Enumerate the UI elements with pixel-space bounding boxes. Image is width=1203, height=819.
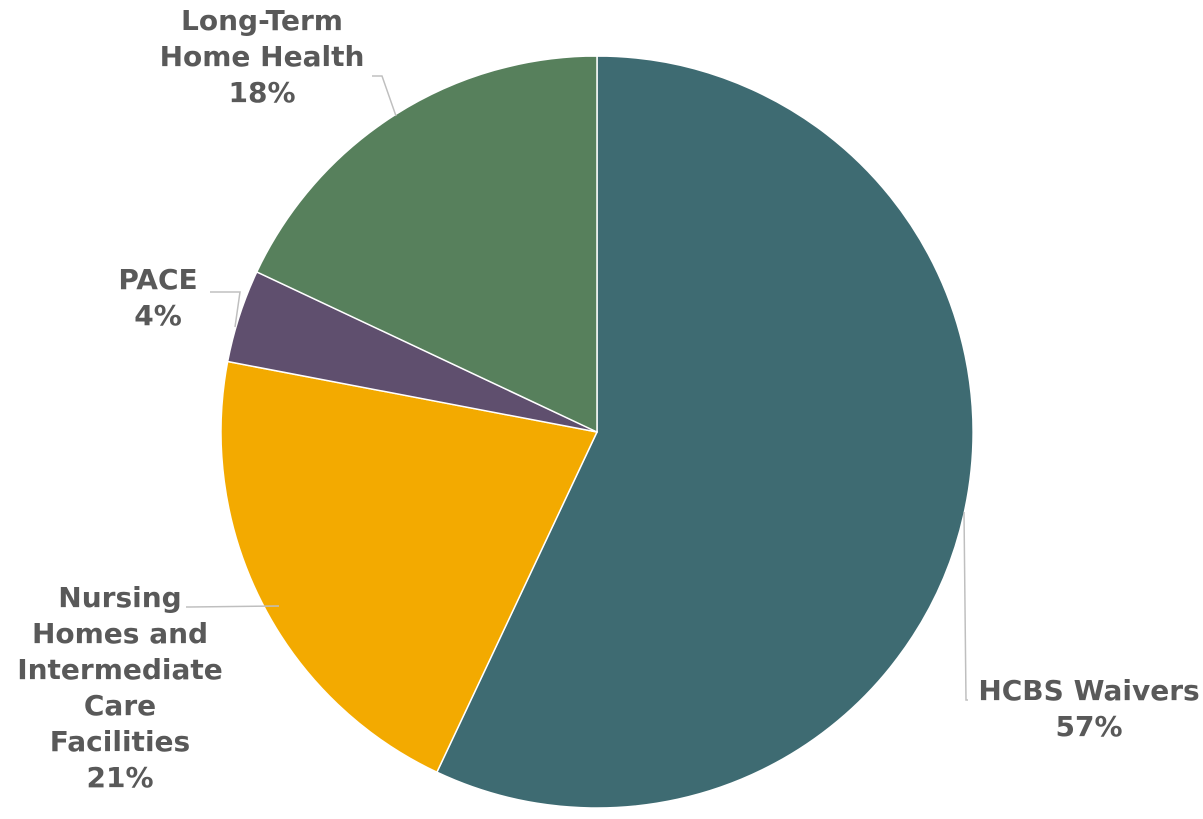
data-label: Long-Term Home Health 18% [160, 4, 365, 109]
data-label: PACE 4% [118, 263, 197, 332]
data-labels: HCBS Waivers 57% Nursing Homes and Intermedi… [17, 4, 1199, 794]
data-label-category: HCBS Waivers [978, 674, 1199, 707]
leader-lines [186, 75, 968, 701]
data-label-value: 4% [134, 299, 182, 332]
pie-slices [220, 55, 974, 809]
data-label-value: 21% [86, 761, 153, 794]
leader-line [372, 75, 397, 117]
data-label-category: Long-Term [181, 4, 343, 37]
data-label: Nursing Homes and Intermediate Care Faciliti… [17, 581, 223, 794]
data-label: HCBS Waivers 57% [978, 674, 1199, 743]
pie-slice-nursing-homes-and-intermediate-care-facilities [220, 360, 599, 774]
leader-line [963, 511, 968, 701]
data-label-category: Homes and [32, 617, 208, 650]
data-label-category: Facilities [50, 725, 190, 758]
data-label-category: Intermediate [17, 653, 223, 686]
data-label-category: Nursing [58, 581, 181, 614]
leader-line [210, 291, 241, 328]
data-label-category: PACE [118, 263, 197, 296]
data-label-category: Home Health [160, 40, 365, 73]
data-label-value: 57% [1055, 710, 1122, 743]
leader-line [186, 605, 280, 608]
data-label-value: 18% [228, 76, 295, 109]
data-label-category: Care [84, 689, 156, 722]
